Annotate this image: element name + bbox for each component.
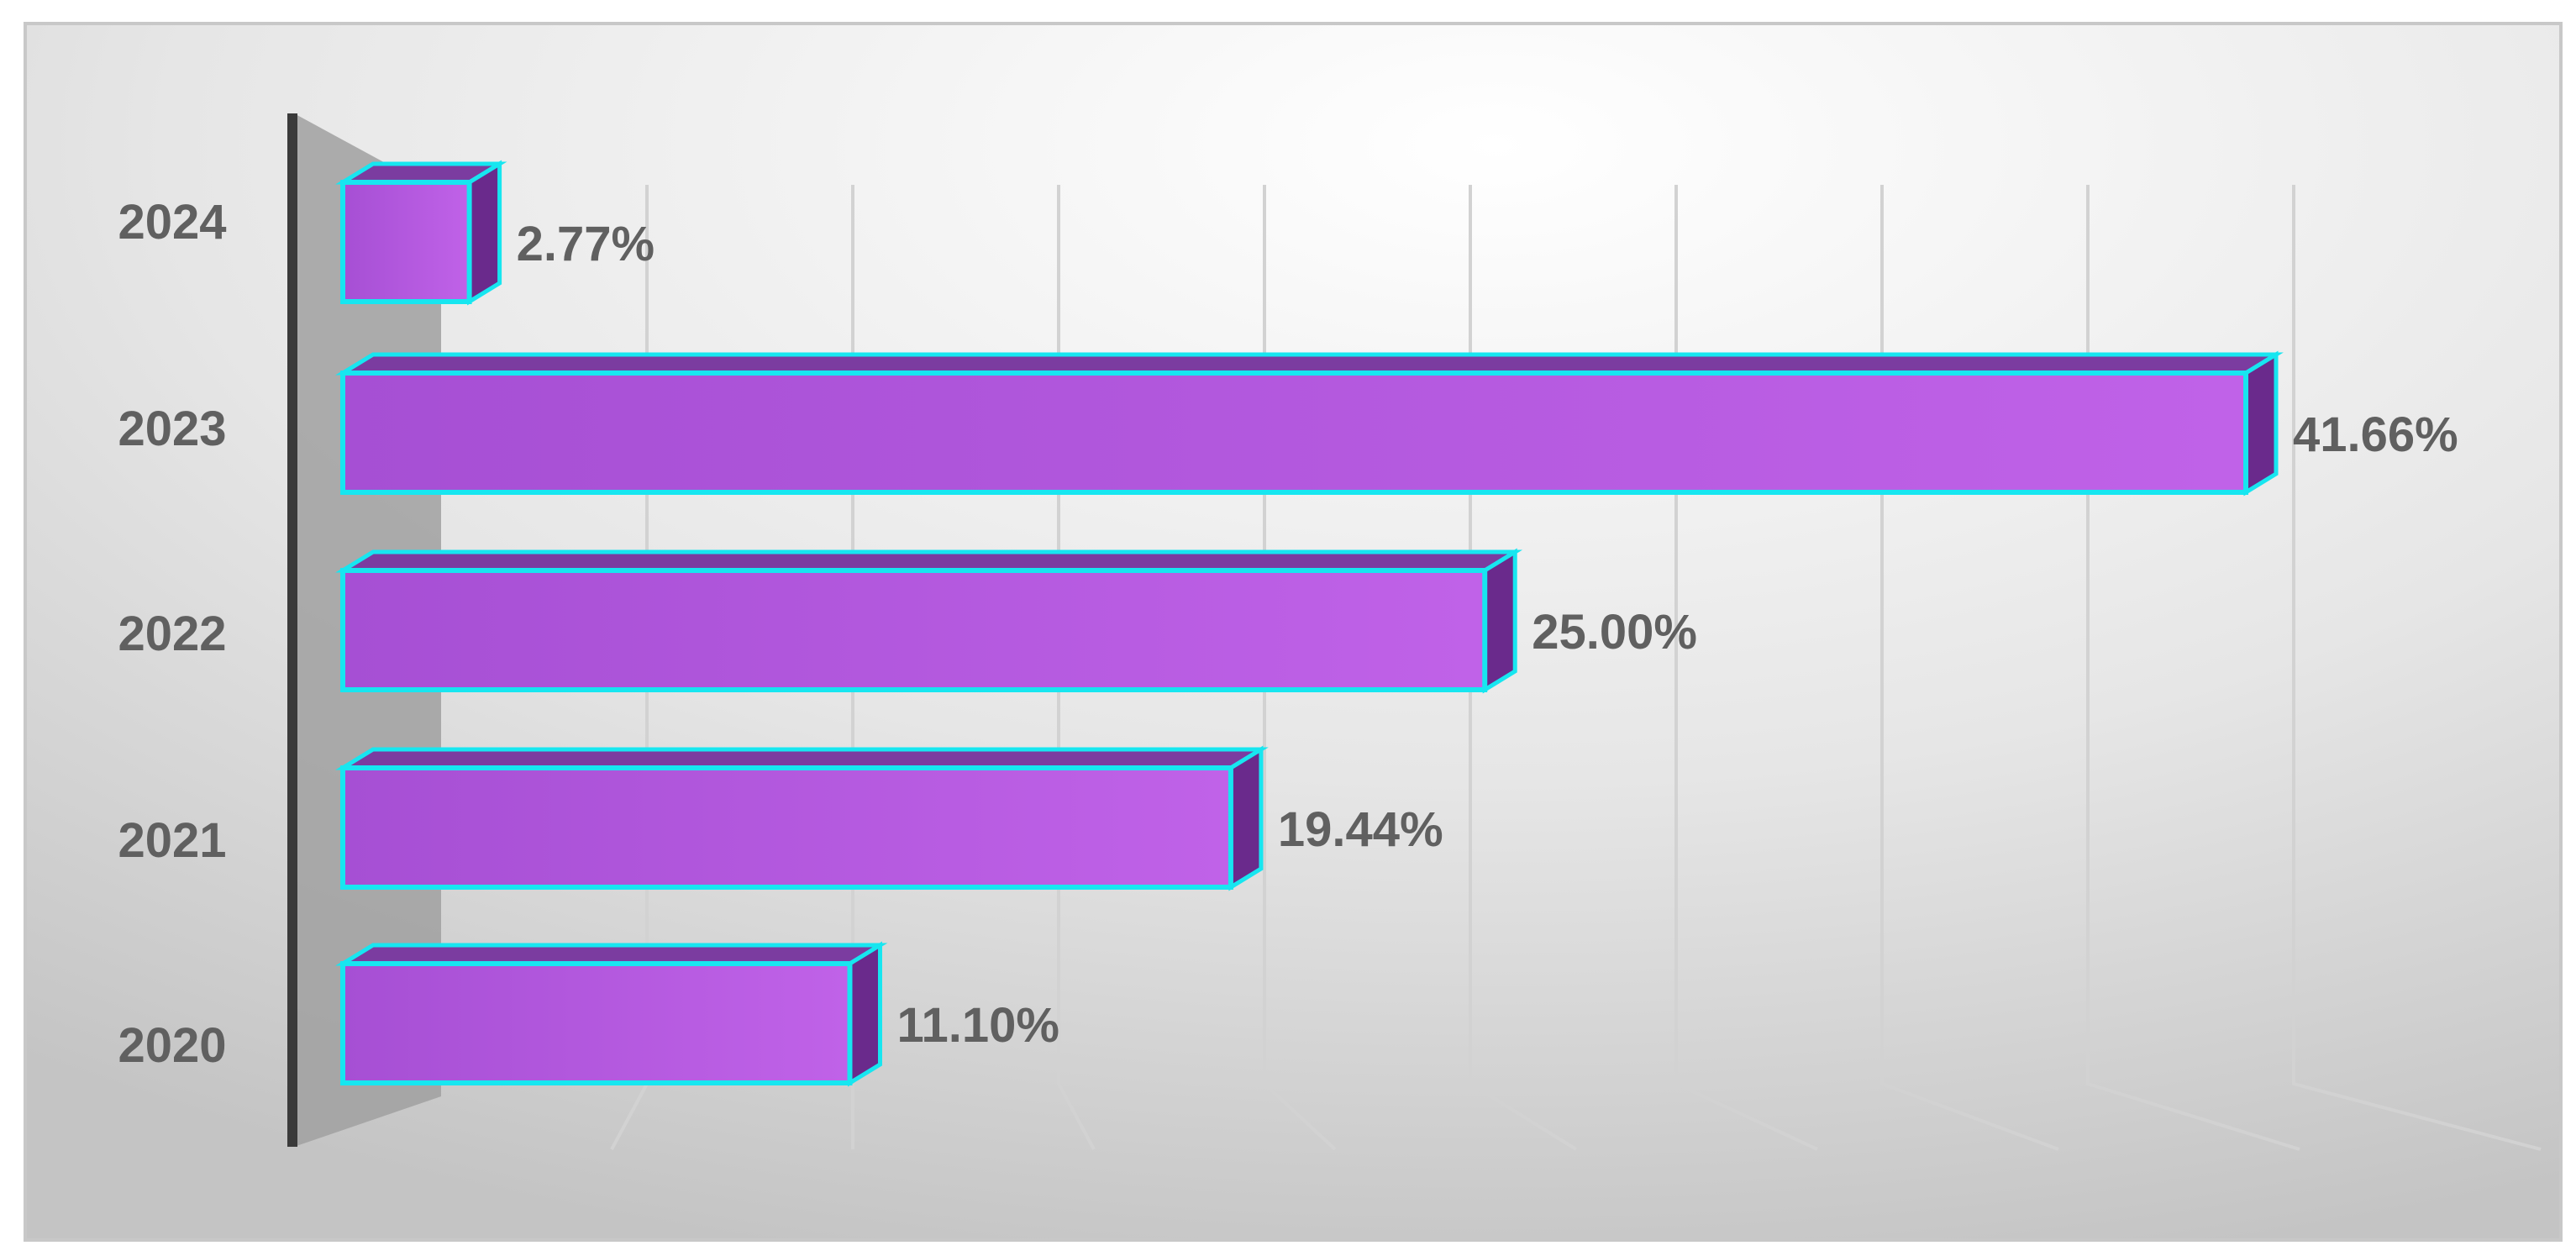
category-label-2023: 2023 [118, 402, 226, 456]
data-label-2023: 41.66% [2293, 407, 2458, 462]
labels: 11.10% 2020 19.44% 2021 25.00% 2022 41.66% 2023… [118, 195, 2458, 1073]
bar-side-face [847, 941, 882, 1087]
bar-2022 [335, 548, 1523, 694]
bar-top-face [335, 549, 1523, 573]
data-label-2022: 25.00% [1532, 605, 1697, 660]
bar-front-face [340, 568, 1488, 692]
bar-top-face [335, 352, 2284, 376]
bar-top-face [335, 943, 888, 966]
bar-2023 [335, 350, 2284, 497]
bar-2024 [335, 160, 507, 306]
bar-side-face [1228, 745, 1264, 891]
bar-2021 [335, 745, 1269, 891]
bar-front-face [340, 370, 2248, 495]
bars [335, 160, 2284, 1087]
data-label-2024: 2.77% [517, 217, 655, 271]
gridline [2292, 185, 2542, 1151]
bar-2020 [335, 941, 888, 1087]
data-label-2020: 11.10% [896, 998, 1059, 1053]
bar-top-face [335, 747, 1269, 770]
bar-front-face [340, 765, 1233, 890]
bar-side-face [467, 160, 502, 306]
bar-side-face [1482, 548, 1517, 694]
category-label-2022: 2022 [118, 607, 226, 661]
data-label-2021: 19.44% [1278, 802, 1443, 857]
bar-front-face [340, 961, 853, 1085]
category-label-2021: 2021 [118, 813, 226, 868]
bar-side-face [2243, 350, 2279, 497]
category-label-2020: 2020 [118, 1018, 226, 1073]
category-label-2024: 2024 [118, 195, 226, 250]
bar-front-face [340, 180, 472, 304]
